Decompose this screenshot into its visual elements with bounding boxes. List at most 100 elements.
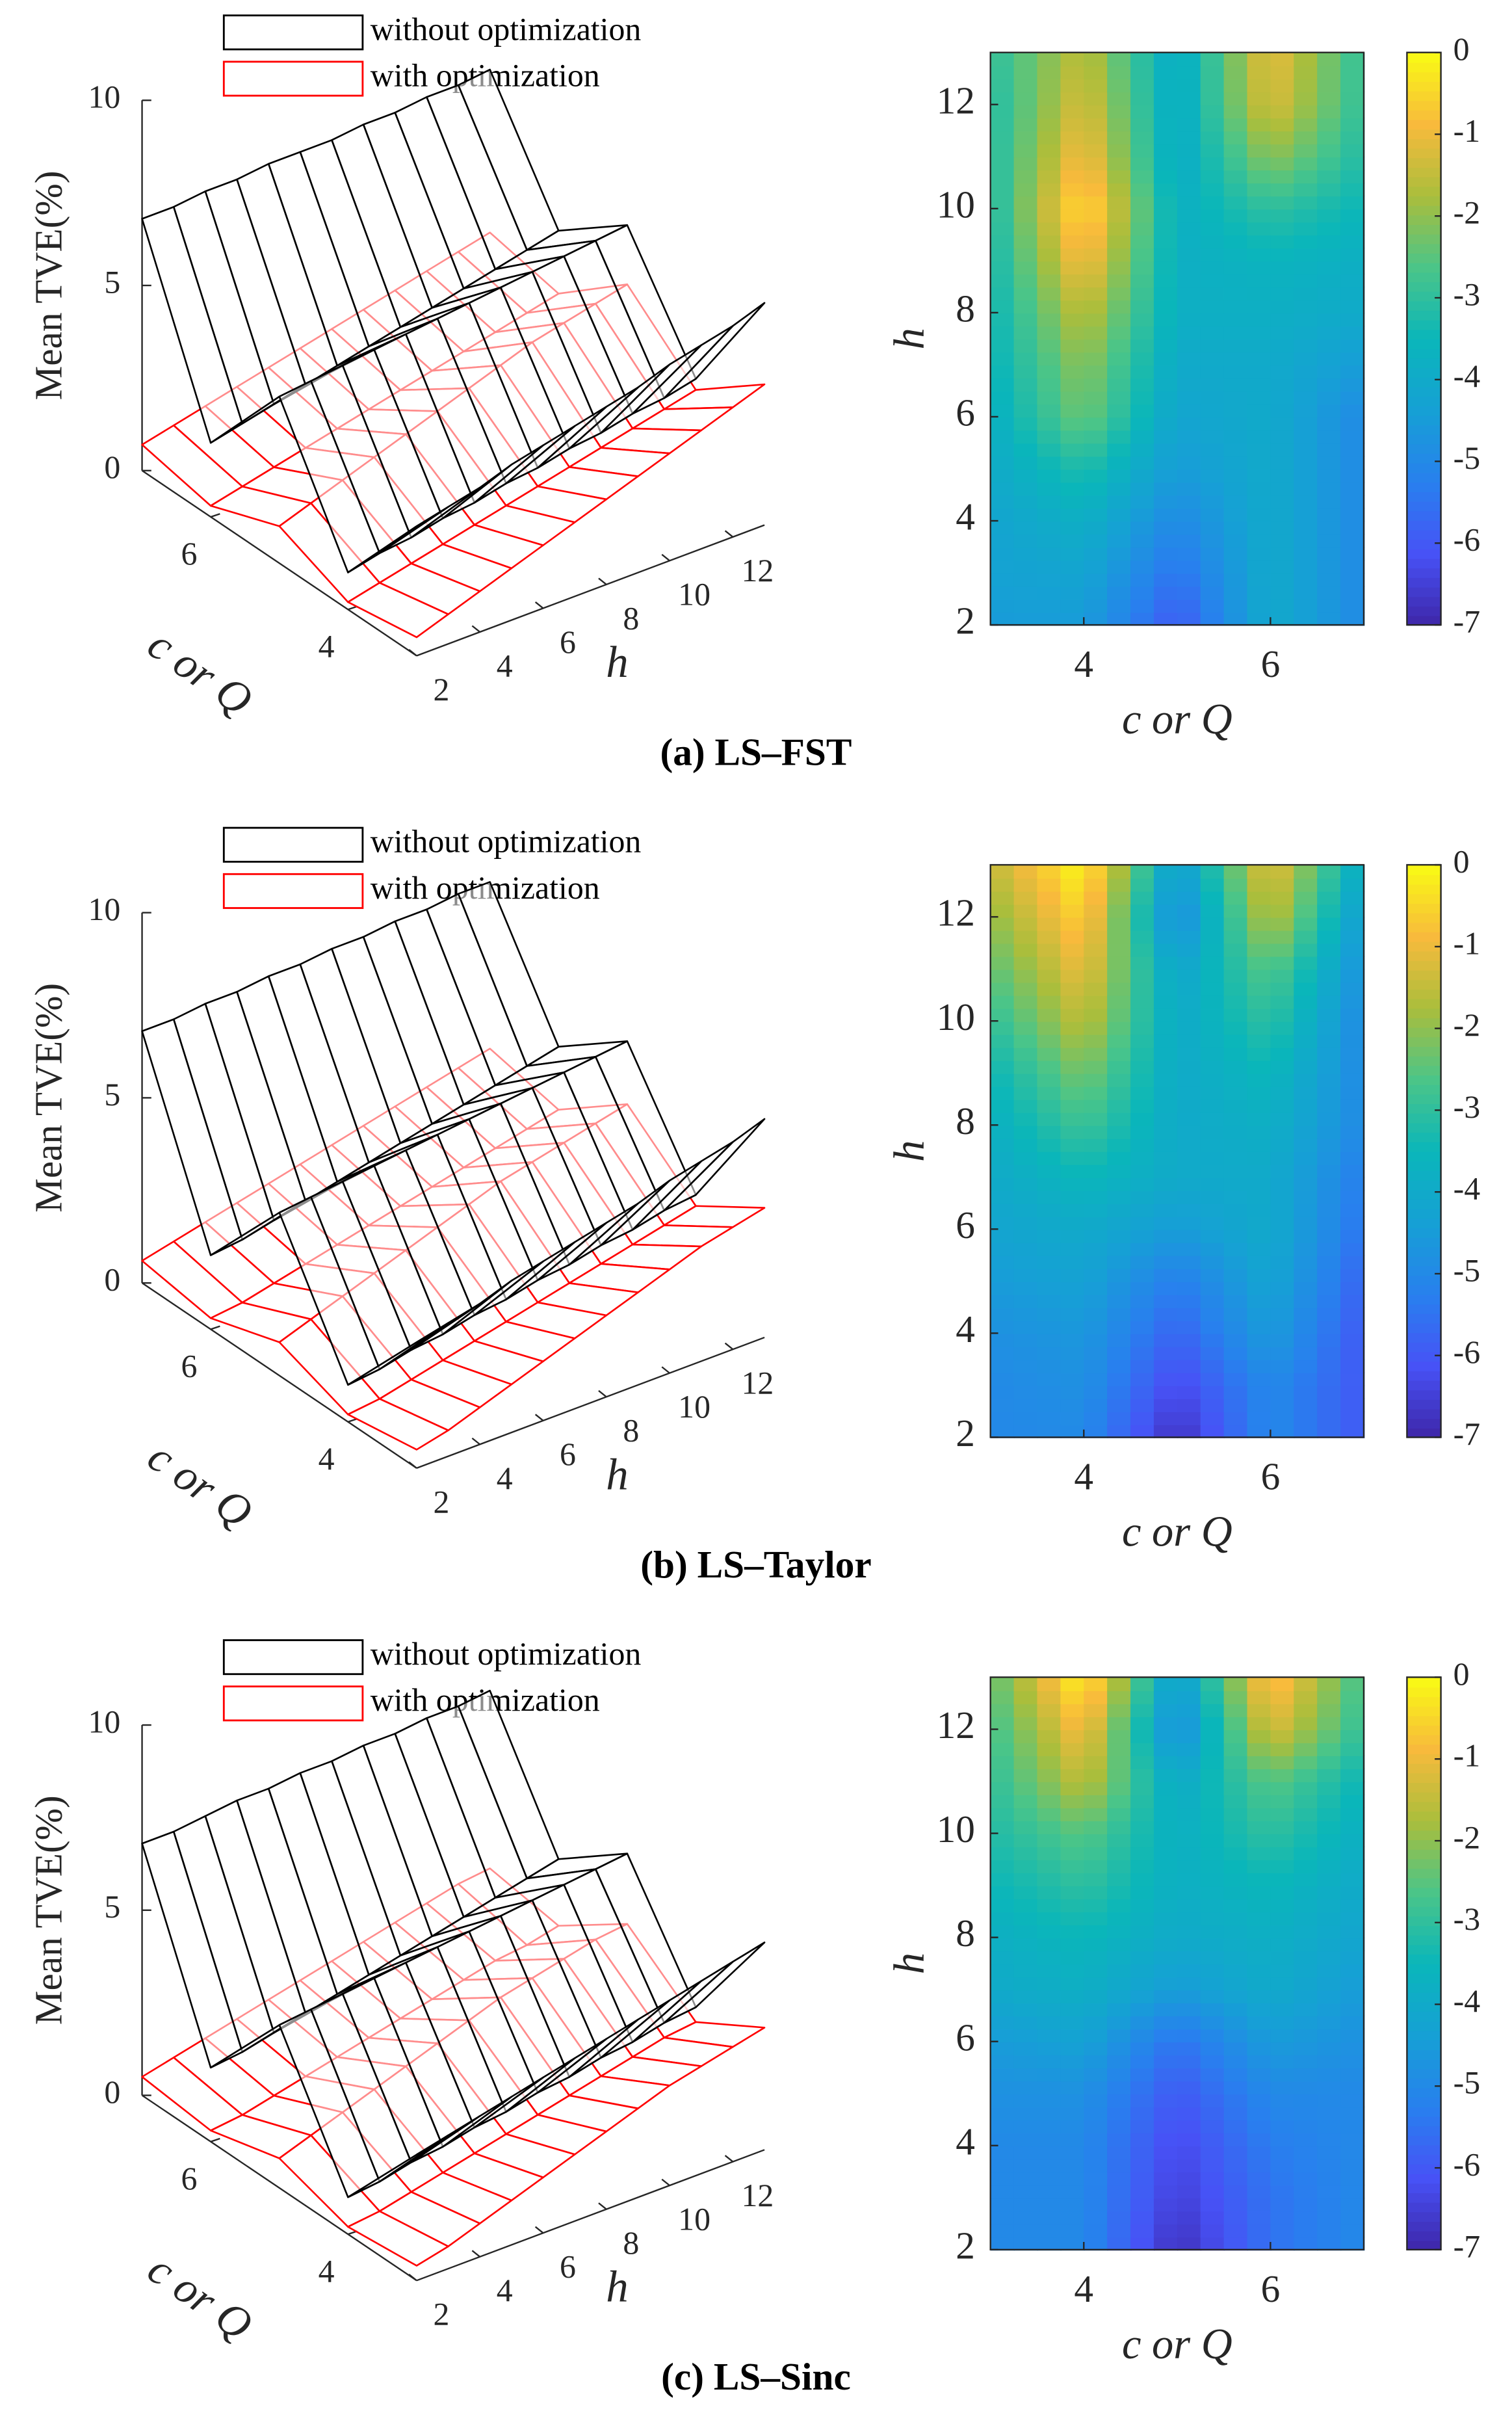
- heat-cell: [1107, 865, 1132, 879]
- heat-cell: [990, 117, 1015, 132]
- heat-cell: [1223, 2184, 1248, 2199]
- heat-cell: [1200, 1307, 1225, 1321]
- heat-cell: [1130, 65, 1155, 80]
- heat-cell: [1177, 1398, 1202, 1412]
- heat-cell: [1060, 221, 1085, 236]
- heat-cell: [1270, 468, 1295, 483]
- heat-cell: [1107, 1086, 1132, 1100]
- heat-cell: [1084, 156, 1108, 171]
- heat-cell: [1317, 195, 1342, 210]
- heat-cell: [1317, 1138, 1342, 1152]
- heat-cell: [1107, 1677, 1132, 1691]
- heat-cell: [1270, 1047, 1295, 1061]
- heat-cell: [1340, 130, 1365, 145]
- heat-cell: [1340, 1372, 1365, 1386]
- heat-cell: [1200, 1950, 1225, 1965]
- y-tick-label: 8: [956, 287, 975, 330]
- heat-cell: [1247, 286, 1271, 301]
- heat-cell: [1153, 2197, 1179, 2212]
- heat-cell: [1130, 1034, 1155, 1048]
- heat-cell: [1037, 169, 1062, 184]
- heat-cell: [1200, 956, 1225, 970]
- heat-cell: [1294, 1047, 1318, 1061]
- heat-cell: [1177, 560, 1202, 574]
- heat-cell: [1294, 377, 1318, 392]
- heat-cell: [1294, 1781, 1318, 1795]
- heat-cell: [1247, 2041, 1271, 2056]
- heat-cell: [1130, 1203, 1155, 1217]
- heat-cell: [1223, 481, 1248, 496]
- heat-cell: [1177, 2197, 1202, 2212]
- heat-cell: [1084, 351, 1108, 366]
- heat-cell: [1153, 1690, 1179, 1704]
- heat-cell: [1317, 455, 1342, 470]
- heat-cell: [1317, 1924, 1342, 1939]
- heat-cell: [1317, 247, 1342, 262]
- heat-cell: [1247, 2132, 1271, 2147]
- heat-cell: [1130, 468, 1155, 483]
- heat-cell: [1130, 956, 1155, 970]
- heat-cell: [990, 429, 1015, 444]
- heat-cell: [1037, 1807, 1062, 1821]
- colorbar-slice: [1407, 166, 1441, 178]
- colorbar-slice: [1407, 1877, 1441, 1888]
- heat-cell: [1294, 247, 1318, 262]
- heat-cell: [1317, 312, 1342, 327]
- heat-cell: [1060, 1255, 1085, 1269]
- heat-cell: [1013, 2106, 1038, 2121]
- heat-cell: [1037, 2184, 1062, 2199]
- heat-cell: [1153, 982, 1179, 996]
- heat-cell: [1060, 1268, 1085, 1282]
- heat-cell: [1084, 1911, 1108, 1926]
- heat-cell: [990, 1073, 1015, 1087]
- heat-cell: [1294, 612, 1318, 626]
- heat-cell: [1340, 1742, 1365, 1756]
- colorbar-slice: [1407, 2173, 1441, 2184]
- heat-cell: [1177, 2002, 1202, 2017]
- heat-cell: [1107, 1138, 1132, 1152]
- heat-cell: [1247, 351, 1271, 366]
- colorbar-slice: [1407, 1065, 1441, 1076]
- heat-cell: [1294, 1021, 1318, 1035]
- heat-cell: [1177, 299, 1202, 314]
- heat-cell: [1317, 1729, 1342, 1743]
- heat-cell: [1247, 1846, 1271, 1861]
- heat-cell: [1107, 1768, 1132, 1782]
- heat-cell: [1294, 2054, 1318, 2069]
- heat-cell: [1294, 1398, 1318, 1412]
- heat-cell: [1270, 1911, 1295, 1926]
- heat-cell: [1060, 943, 1085, 957]
- heat-cell: [1294, 1229, 1318, 1243]
- heat-cell: [1270, 2093, 1295, 2108]
- heat-cell: [1317, 1411, 1342, 1425]
- heat-cell: [1153, 1151, 1179, 1165]
- heat-cell: [1317, 1346, 1342, 1360]
- heat-cell: [1294, 1216, 1318, 1230]
- heat-cell: [1270, 560, 1295, 574]
- heat-cell: [1107, 1333, 1132, 1347]
- heat-cell: [1013, 1294, 1038, 1308]
- heat-cell: [990, 865, 1015, 879]
- y-tick: [598, 1390, 607, 1398]
- heat-cell: [1177, 1190, 1202, 1204]
- heat-cell: [1013, 65, 1038, 80]
- legend-label: without optimization: [371, 1636, 642, 1672]
- heat-cell: [1153, 1047, 1179, 1061]
- heat-cell: [1130, 130, 1155, 145]
- mesh-face: [347, 1322, 449, 1386]
- heat-cell: [1317, 2158, 1342, 2173]
- heat-cell: [990, 1086, 1015, 1100]
- heat-cell: [1223, 1112, 1248, 1126]
- heat-cell: [1037, 1008, 1062, 1022]
- heat-cell: [1247, 547, 1271, 561]
- heat-cell: [1153, 1138, 1179, 1152]
- heat-cell: [1317, 1151, 1342, 1165]
- heat-cell: [1294, 2015, 1318, 2030]
- heat-cell: [1084, 338, 1108, 353]
- colorbar-slice: [1407, 1074, 1441, 1085]
- heat-cell: [1200, 1411, 1225, 1425]
- heat-cell: [1270, 1411, 1295, 1425]
- heat-cell: [1340, 299, 1365, 314]
- heat-cell: [1013, 1872, 1038, 1887]
- heat-cell: [1247, 878, 1271, 892]
